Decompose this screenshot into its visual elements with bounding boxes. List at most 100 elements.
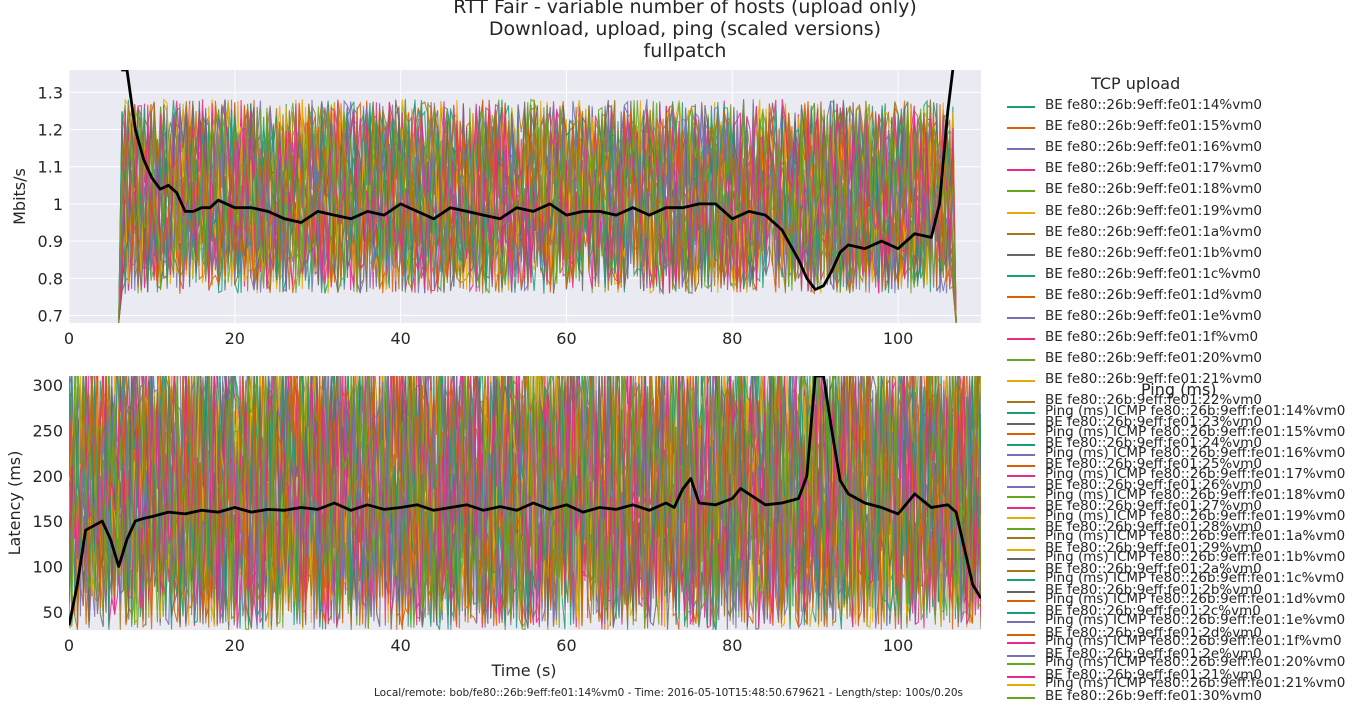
legend-swatch: [1007, 654, 1035, 657]
legend-label: BE fe80::26b:9eff:fe01:15%vm0: [1045, 118, 1262, 135]
series-line: [118, 100, 957, 323]
legend-swatch: [1007, 641, 1035, 644]
legend-swatch: [1007, 412, 1035, 414]
x-tick-label: 40: [390, 636, 410, 655]
legend-swatch: [1007, 232, 1035, 235]
y-tick-label: 0.8: [38, 269, 63, 288]
legend-label: BE fe80::26b:9eff:fe01:21%vm0: [1045, 371, 1262, 388]
legend-swatch: [1007, 570, 1035, 573]
legend-swatch: [1007, 683, 1035, 686]
legend-swatch: [1007, 558, 1035, 561]
legend-swatch: [1007, 401, 1035, 404]
x-axis-label: Time (s): [490, 661, 556, 680]
legend-label: BE fe80::26b:9eff:fe01:2a%vm0: [1045, 561, 1262, 578]
x-tick-label: 80: [722, 329, 742, 348]
legend-swatch: [1007, 190, 1035, 193]
legend-label: BE fe80::26b:9eff:fe01:25%vm0: [1045, 455, 1262, 472]
legend-swatch: [1007, 549, 1035, 552]
legend-label: BE fe80::26b:9eff:fe01:18%vm0: [1045, 181, 1262, 198]
y-tick-label: 1.2: [38, 121, 63, 140]
legend-swatch: [1007, 495, 1035, 498]
legend-label: BE fe80::26b:9eff:fe01:21%vm0: [1045, 666, 1262, 683]
legend-swatch: [1007, 528, 1035, 530]
y-tick-label: 50: [43, 603, 63, 622]
legend-swatch: [1007, 675, 1035, 678]
legend-swatch: [1007, 662, 1035, 665]
x-tick-label: 60: [556, 636, 576, 655]
legend-swatch: [1007, 464, 1035, 467]
average-line: [121, 70, 955, 291]
legend-swatch: [1007, 621, 1035, 623]
legend-label: Ping (ms) ICMP fe80::26b:9eff:fe01:14%vm…: [1045, 403, 1346, 419]
ping-axes: 0 20 40 60 80 100 50 100 150 200 250 300 Latency (ms…: [5, 376, 981, 680]
legend-label: BE fe80::26b:9eff:fe01:1c%vm0: [1045, 265, 1261, 282]
legend-swatch: [1007, 127, 1035, 130]
legend-label: Ping (ms) ICMP fe80::26b:9eff:fe01:17%vm…: [1045, 465, 1346, 482]
legend-swatch: [1007, 506, 1035, 509]
legend-label: BE fe80::26b:9eff:fe01:20%vm0: [1045, 350, 1262, 367]
legend-swatch: [1007, 380, 1035, 383]
legend-swatch: [1007, 591, 1035, 594]
legend-swatch: [1007, 537, 1035, 540]
legend-label: BE fe80::26b:9eff:fe01:30%vm0: [1045, 687, 1262, 704]
legend-swatch: [1007, 211, 1035, 214]
series-line: [69, 376, 981, 629]
average-line: [69, 376, 981, 626]
y-axis-label: Latency (ms): [5, 451, 24, 556]
legend-label: BE fe80::26b:9eff:fe01:23%vm0: [1045, 413, 1262, 430]
legend-swatch: [1007, 696, 1035, 699]
chart-variant-label: fullpatch: [643, 40, 727, 62]
series-line: [118, 98, 957, 323]
legend-label: BE fe80::26b:9eff:fe01:17%vm0: [1045, 160, 1262, 177]
x-tick-label: 60: [556, 329, 576, 348]
legend-label: BE fe80::26b:9eff:fe01:27%vm0: [1045, 497, 1262, 514]
legend-swatch: [1007, 600, 1035, 603]
legend-label: BE fe80::26b:9eff:fe01:2c%vm0: [1045, 603, 1261, 620]
upload-axes: 0 20 40 60 80 100 0.7 0.8 0.9 1 1.1 1.2 1.3 Mbits/s: [10, 70, 981, 348]
legend-label: Ping (ms) ICMP fe80::26b:9eff:fe01:1d%vm…: [1045, 591, 1346, 608]
legend-swatch: [1007, 516, 1035, 519]
legend-swatch: [1007, 422, 1035, 425]
legend-swatch: [1007, 169, 1035, 172]
legend-swatch: [1007, 612, 1035, 615]
legend-label: BE fe80::26b:9eff:fe01:28%vm0: [1045, 519, 1262, 535]
x-tick-label: 100: [883, 329, 914, 348]
legend-swatch: [1007, 453, 1035, 456]
y-axis-label: Mbits/s: [10, 168, 29, 225]
x-tick-label: 40: [390, 329, 410, 348]
chart-subtitle: Download, upload, ping (scaled versions): [488, 18, 882, 40]
legend-label: BE fe80::26b:9eff:fe01:1b%vm0: [1045, 244, 1262, 261]
legend-label: BE fe80::26b:9eff:fe01:29%vm0: [1045, 540, 1262, 557]
legend-label: Ping (ms) ICMP fe80::26b:9eff:fe01:1a%vm…: [1045, 528, 1346, 545]
legend-label: Ping (ms) ICMP fe80::26b:9eff:fe01:1b%vm…: [1045, 549, 1346, 566]
legend-label: BE fe80::26b:9eff:fe01:1d%vm0: [1045, 286, 1262, 303]
x-tick-label: 0: [64, 329, 74, 348]
y-tick-label: 1: [53, 195, 63, 214]
legend-swatch: [1007, 432, 1035, 435]
legend-label: BE fe80::26b:9eff:fe01:14%vm0: [1045, 97, 1262, 113]
series-group: [69, 376, 981, 630]
legend-swatch: [1007, 253, 1035, 256]
legend-swatch: [1007, 485, 1035, 488]
series-group: [118, 70, 957, 323]
legend-label: Ping (ms) ICMP fe80::26b:9eff:fe01:19%vm…: [1045, 507, 1346, 524]
legend-label: BE fe80::26b:9eff:fe01:2b%vm0: [1045, 582, 1262, 599]
legend-label: BE fe80::26b:9eff:fe01:26%vm0: [1045, 476, 1262, 493]
legend-label: Ping (ms) ICMP fe80::26b:9eff:fe01:1e%vm…: [1045, 612, 1346, 628]
legend-swatch: [1007, 474, 1035, 477]
legend-label: Ping (ms) ICMP fe80::26b:9eff:fe01:20%vm…: [1045, 653, 1346, 670]
legend-swatch: [1007, 106, 1035, 108]
x-tick-label: 80: [722, 636, 742, 655]
legend-label: BE fe80::26b:9eff:fe01:19%vm0: [1045, 202, 1262, 219]
y-tick-label: 200: [32, 467, 63, 486]
legend-label: Ping (ms) ICMP fe80::26b:9eff:fe01:1f%vm…: [1045, 632, 1342, 649]
x-tick-label: 100: [883, 636, 914, 655]
legend-label: BE fe80::26b:9eff:fe01:1e%vm0: [1045, 308, 1262, 324]
legend-label: BE fe80::26b:9eff:fe01:16%vm0: [1045, 139, 1262, 156]
series-line: [69, 376, 981, 630]
x-tick-label: 20: [225, 329, 245, 348]
legend-swatch: [1007, 338, 1035, 341]
legend-swatch: [1007, 274, 1035, 277]
legend-label: Ping (ms) ICMP fe80::26b:9eff:fe01:15%vm…: [1045, 423, 1346, 440]
